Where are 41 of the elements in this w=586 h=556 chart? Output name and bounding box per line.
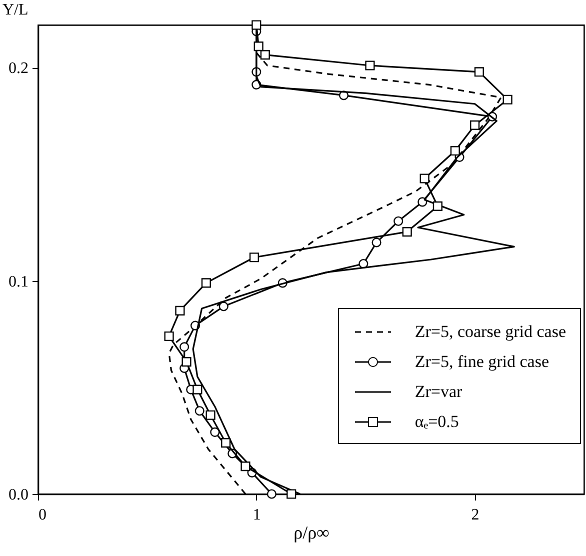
point	[180, 342, 190, 352]
point	[502, 94, 512, 104]
point	[254, 42, 264, 52]
point	[182, 357, 192, 367]
point	[266, 489, 276, 499]
point	[194, 406, 204, 416]
x-axis-title: ρ/ρ∞	[294, 522, 330, 542]
point	[470, 120, 480, 130]
point	[206, 410, 216, 420]
point	[286, 489, 296, 499]
point	[260, 50, 270, 60]
point	[175, 306, 185, 316]
point	[372, 238, 382, 248]
y-tick-label: 0.0	[8, 486, 28, 504]
y-tick-label: 0.1	[8, 273, 28, 290]
legend-label: αₑ=0.5	[414, 412, 459, 432]
point	[218, 302, 228, 312]
y-axis-title: Y/L	[2, 2, 28, 18]
x-tick-label: 1	[252, 506, 261, 524]
point	[221, 438, 231, 448]
point	[402, 227, 412, 237]
point	[418, 197, 428, 207]
point	[365, 60, 375, 70]
y-tick-label: 0.2	[8, 60, 28, 78]
point	[394, 216, 404, 226]
point	[450, 146, 460, 156]
point	[249, 252, 259, 262]
legend-label: Zr=5, coarse grid case	[414, 322, 566, 342]
point	[252, 20, 262, 30]
point	[164, 331, 174, 342]
point	[474, 67, 484, 77]
point	[420, 174, 430, 184]
point	[192, 384, 202, 394]
point	[201, 278, 211, 288]
point	[240, 462, 250, 472]
point	[210, 427, 220, 437]
legend-label: Zr=var	[414, 382, 462, 402]
legend-label: Zr=5, fine grid case	[414, 352, 550, 372]
x-tick-label: 2	[471, 506, 480, 524]
point	[432, 201, 442, 211]
x-tick-label: 0	[38, 506, 46, 524]
